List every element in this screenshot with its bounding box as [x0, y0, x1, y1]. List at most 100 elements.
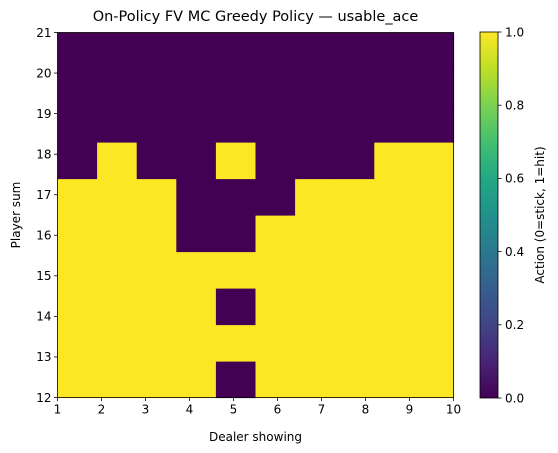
heatmap-cell-20-5 — [215, 69, 257, 107]
heatmap-cell-13-2 — [97, 324, 138, 362]
heatmap-cell-15-7 — [295, 251, 336, 289]
colorbar-tick-label: 0.0 — [505, 391, 524, 405]
heatmap-cell-21-10 — [413, 32, 455, 70]
heatmap-cell-14-4 — [176, 288, 217, 326]
heatmap-cell-15-5 — [215, 251, 257, 289]
heatmap-cell-13-7 — [295, 324, 336, 362]
heatmap-cell-18-5 — [215, 142, 257, 180]
y-tick-label: 12 — [36, 391, 51, 405]
heatmap-cell-12-9 — [374, 361, 415, 399]
heatmap-cell-12-7 — [295, 361, 336, 399]
y-tick-label: 15 — [36, 269, 51, 283]
heatmap-cell-13-5 — [215, 324, 257, 362]
heatmap-cell-12-4 — [176, 361, 217, 399]
y-tick-label: 19 — [36, 107, 51, 121]
heatmap-cell-15-4 — [176, 251, 217, 289]
heatmap-cell-18-7 — [295, 142, 336, 180]
heatmap-cell-21-3 — [136, 32, 177, 70]
heatmap-cell-20-6 — [255, 69, 296, 107]
heatmap-cell-18-9 — [374, 142, 415, 180]
heatmap-cell-16-5 — [215, 215, 257, 253]
heatmap-cell-16-3 — [136, 215, 177, 253]
heatmap-cell-19-1 — [57, 105, 98, 143]
y-tick-label: 14 — [36, 310, 51, 324]
heatmap-cell-16-2 — [97, 215, 138, 253]
heatmap-cell-14-10 — [413, 288, 455, 326]
heatmap-cell-17-1 — [57, 178, 98, 216]
heatmap-cell-17-4 — [176, 178, 217, 216]
x-tick-label: 2 — [98, 403, 106, 417]
y-tick-label: 18 — [36, 147, 51, 161]
colorbar-tick-label: 1.0 — [505, 25, 524, 39]
heatmap-cell-21-7 — [295, 32, 336, 70]
x-tick-label: 1 — [54, 403, 62, 417]
heatmap-cell-19-8 — [334, 105, 375, 143]
heatmap-cell-14-1 — [57, 288, 98, 326]
heatmap-cell-19-6 — [255, 105, 296, 143]
heatmap-cell-19-2 — [97, 105, 138, 143]
heatmap-cell-17-2 — [97, 178, 138, 216]
heatmap-cell-20-8 — [334, 69, 375, 107]
heatmap-cell-15-6 — [255, 251, 296, 289]
heatmap-cell-18-4 — [176, 142, 217, 180]
plot-frame — [57, 32, 454, 398]
y-tick-label: 21 — [36, 26, 51, 40]
x-tick-label: 6 — [274, 403, 282, 417]
heatmap-cell-15-10 — [413, 251, 455, 289]
heatmap-cell-18-1 — [57, 142, 98, 180]
colorbar-ticks: 0.0 0.2 0.4 0.6 0.8 1.0 — [498, 25, 524, 405]
heatmap-cell-17-5 — [215, 178, 257, 216]
heatmap-cell-15-3 — [136, 251, 177, 289]
heatmap-cell-19-9 — [374, 105, 415, 143]
heatmap-cell-19-10 — [413, 105, 455, 143]
heatmap-cell-12-3 — [136, 361, 177, 399]
x-tick-label: 5 — [230, 403, 238, 417]
colorbar-tick-label: 0.4 — [505, 245, 524, 259]
heatmap-cell-16-8 — [334, 215, 375, 253]
heatmap-cell-12-10 — [413, 361, 455, 399]
heatmap-cell-21-2 — [97, 32, 138, 70]
heatmap-cell-20-2 — [97, 69, 138, 107]
heatmap-cell-19-5 — [215, 105, 257, 143]
heatmap-cell-21-9 — [374, 32, 415, 70]
heatmap-cell-16-7 — [295, 215, 336, 253]
heatmap-cell-20-1 — [57, 69, 98, 107]
heatmap-cell-16-9 — [374, 215, 415, 253]
heatmap-cells — [57, 32, 455, 399]
heatmap-cell-15-1 — [57, 251, 98, 289]
heatmap-cell-15-2 — [97, 251, 138, 289]
heatmap-cell-20-3 — [136, 69, 177, 107]
y-tick-label: 13 — [36, 350, 51, 364]
heatmap-cell-13-6 — [255, 324, 296, 362]
colorbar — [479, 31, 499, 399]
colorbar-tick-label: 0.6 — [505, 172, 524, 186]
heatmap-cell-16-10 — [413, 215, 455, 253]
heatmap-cell-13-4 — [176, 324, 217, 362]
heatmap-cell-14-6 — [255, 288, 296, 326]
heatmap-cell-17-7 — [295, 178, 336, 216]
y-tick-label: 20 — [36, 66, 51, 80]
heatmap-cell-13-9 — [374, 324, 415, 362]
x-tick-label: 3 — [142, 403, 150, 417]
heatmap-cell-19-7 — [295, 105, 336, 143]
heatmap-cell-12-8 — [334, 361, 375, 399]
x-axis-ticks: 1 2 3 4 5 6 7 8 9 10 — [54, 397, 461, 417]
heatmap-cell-20-4 — [176, 69, 217, 107]
heatmap-cell-18-2 — [97, 142, 138, 180]
heatmap-cell-14-5 — [215, 288, 257, 326]
colorbar-tick-label: 0.8 — [505, 99, 524, 113]
heatmap-cell-18-10 — [413, 142, 455, 180]
x-tick-label: 7 — [318, 403, 326, 417]
heatmap-cell-18-3 — [136, 142, 177, 180]
heatmap-cell-21-8 — [334, 32, 375, 70]
heatmap-cell-19-3 — [136, 105, 177, 143]
x-tick-label: 10 — [446, 403, 461, 417]
y-tick-label: 16 — [36, 229, 51, 243]
heatmap-cell-14-7 — [295, 288, 336, 326]
heatmap-cell-21-1 — [57, 32, 98, 70]
colorbar-label: Action (0=stick, 1=hit) — [533, 146, 547, 283]
y-axis-label: Player sum — [9, 182, 23, 249]
heatmap-cell-14-2 — [97, 288, 138, 326]
heatmap-cell-13-1 — [57, 324, 98, 362]
